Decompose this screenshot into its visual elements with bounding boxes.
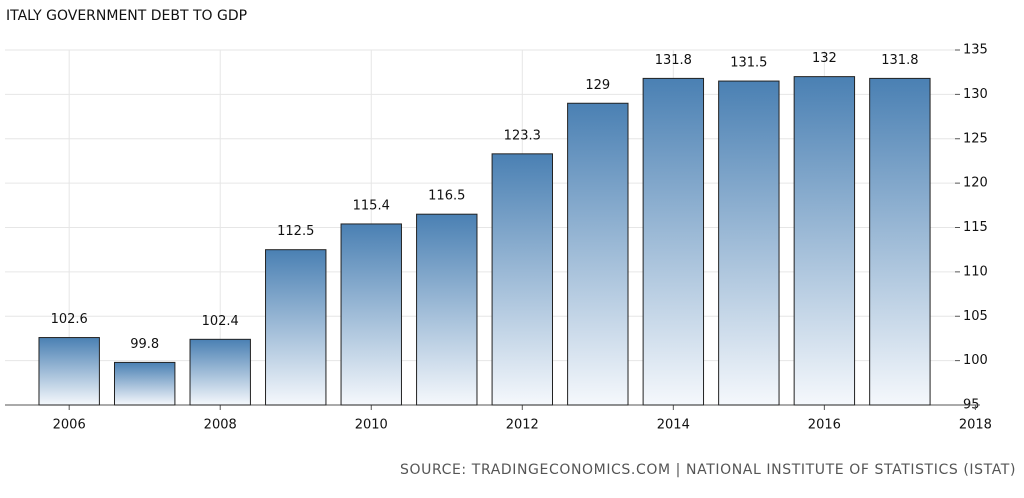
- value-label: 129: [585, 78, 610, 93]
- value-label: 131.8: [881, 53, 918, 68]
- x-tick-label: 2008: [204, 418, 237, 433]
- bar: [265, 249, 327, 406]
- source: SOURCE: TRADINGECONOMICS.COM | NATIONAL …: [400, 462, 1016, 478]
- value-label: 115.4: [353, 198, 390, 213]
- value-label: 99.8: [130, 337, 159, 352]
- bar: [793, 76, 856, 406]
- value-label: 102.4: [202, 314, 239, 329]
- bar: [38, 337, 100, 406]
- bar: [718, 80, 780, 406]
- value-label: 102.6: [51, 312, 88, 327]
- value-label: 131.5: [730, 56, 767, 71]
- y-tick-label: 120: [963, 176, 988, 191]
- x-tick-label: 2016: [808, 418, 841, 433]
- bar: [642, 77, 705, 406]
- value-label: 132: [812, 51, 837, 66]
- y-tick-label: 105: [963, 309, 988, 324]
- bar: [869, 77, 931, 406]
- x-tick-label: 2014: [657, 418, 690, 433]
- value-label: 112.5: [277, 224, 314, 239]
- x-tick-label: 2010: [355, 418, 388, 433]
- x-tick-label: 2012: [506, 418, 539, 433]
- bar: [491, 153, 553, 406]
- bar: [567, 102, 629, 406]
- value-label: 131.8: [655, 53, 692, 68]
- y-tick-label: 130: [963, 87, 988, 102]
- y-tick-label: 125: [963, 131, 988, 146]
- y-tick-label: 100: [963, 353, 988, 368]
- bar: [189, 338, 251, 406]
- y-tick-label: 135: [963, 43, 988, 58]
- bar: [113, 361, 176, 406]
- chart-title: ITALY GOVERNMENT DEBT TO GDP: [6, 8, 247, 24]
- value-label: 123.3: [504, 128, 541, 143]
- y-tick-label: 110: [963, 264, 988, 279]
- bar: [340, 223, 402, 406]
- bar: [416, 213, 478, 406]
- value-label: 116.5: [428, 189, 465, 204]
- x-tick-label: 2006: [53, 418, 86, 433]
- y-tick-label: 115: [963, 220, 988, 235]
- x-tick-label: 2018: [959, 418, 992, 433]
